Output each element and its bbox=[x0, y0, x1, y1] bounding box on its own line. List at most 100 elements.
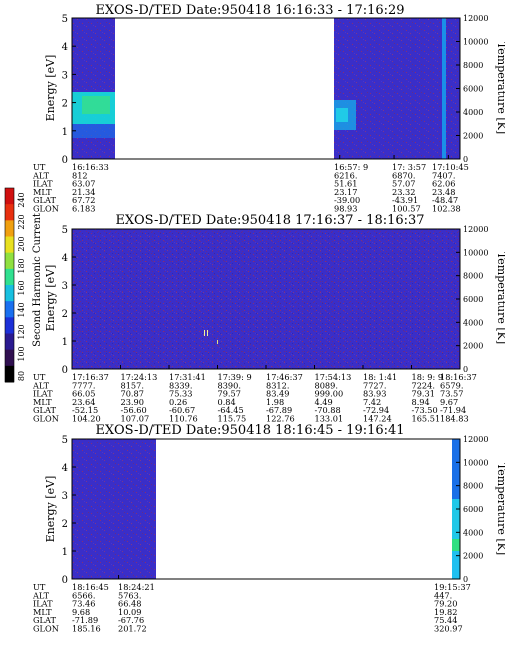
panel-2: EXOS-D/TED Date:950418 17:16:37 - 18:16:… bbox=[4, 187, 505, 424]
panel-1-eph-value: 7407. bbox=[432, 170, 455, 180]
panel-1-rtick-label: 10000 bbox=[463, 38, 488, 47]
panel-2-eph-value: 83.49 bbox=[266, 389, 289, 399]
colorbar-tick-label: 80 bbox=[17, 371, 26, 381]
panel-1-eph-value: -43.91 bbox=[392, 195, 418, 205]
panel-3-strip-green bbox=[452, 539, 460, 551]
panel-1-ytick-label: 1 bbox=[62, 127, 68, 138]
panel-2-eph-value: 999.00 bbox=[315, 389, 344, 399]
panel-1-eph-value: 16:16:33 bbox=[72, 162, 109, 172]
panel-1-title: EXOS-D/TED Date:950418 16:16:33 - 17:16:… bbox=[95, 3, 404, 18]
panel-2-eph-value: 133.01 bbox=[315, 414, 344, 424]
panel-2-eph-value: 17:24:13 bbox=[121, 372, 158, 382]
panel-3-rtick-label: 12000 bbox=[463, 435, 488, 444]
panel-2-eph-value: 0.84 bbox=[218, 397, 236, 407]
panel-2-ylabel-right: Temperature [K] bbox=[495, 252, 505, 344]
panel-2-eph-value: 70.87 bbox=[121, 389, 144, 399]
panel-1-eph-value: 98.93 bbox=[334, 204, 357, 214]
panel-1-ylabel-right: Temperature [K] bbox=[495, 42, 505, 134]
panel-3-ytick-label: 1 bbox=[62, 547, 68, 558]
panel-3-rtick-label: 2000 bbox=[463, 552, 483, 561]
panel-1-eph-value: 51.61 bbox=[334, 179, 357, 189]
colorbar-segment bbox=[5, 285, 14, 302]
panel-2-rtick-label: 6000 bbox=[463, 295, 483, 304]
panel-3-eph-value: 5763. bbox=[118, 590, 141, 600]
colorbar-segment bbox=[5, 349, 14, 367]
panel-2-eph-value: 107.07 bbox=[121, 414, 150, 424]
colorbar: 80 100 120 140 160 180 200 220 240 bbox=[4, 187, 26, 383]
panel-3-eph-value: 79.20 bbox=[434, 599, 457, 609]
panel-1-eph-value: 6870. bbox=[392, 170, 415, 180]
panel-2-rtick-label: 2000 bbox=[463, 342, 483, 351]
colorbar-segment bbox=[5, 236, 14, 254]
panel-1-eph-value: 812 bbox=[72, 170, 88, 180]
panel-2-eph-value: -60.67 bbox=[169, 405, 195, 415]
panel-1-ytick-label: 3 bbox=[62, 70, 68, 81]
panel-3-rtick-label: 0 bbox=[463, 575, 468, 584]
colorbar-label: Second Harmonic Current bbox=[32, 213, 43, 347]
panel-2-ytick-label: 3 bbox=[62, 281, 68, 292]
panel-2-eph-value: 18:16:37 bbox=[440, 372, 477, 382]
panel-2-eph-value: 110.76 bbox=[169, 414, 198, 424]
panel-2-eph-value: 8312. bbox=[266, 380, 289, 390]
colorbar-frame bbox=[4, 187, 15, 383]
panel-1-eph-label: UT bbox=[33, 162, 46, 172]
panel-2-eph-value: 6579. bbox=[440, 380, 463, 390]
panel-2-ytick-label: 5 bbox=[62, 225, 68, 236]
panel-1-eph-value: 62.06 bbox=[432, 179, 455, 189]
panel-1-stripe bbox=[442, 18, 446, 159]
panel-2-rtick-label: 8000 bbox=[463, 272, 483, 281]
panel-3-strip-blue bbox=[452, 439, 460, 499]
panel-1-ytick-label: 0 bbox=[62, 155, 68, 166]
panel-3-data-block-texture bbox=[72, 439, 156, 579]
panel-2-rtick-label: 10000 bbox=[463, 248, 488, 257]
colorbar-tick-label: 120 bbox=[17, 324, 26, 339]
panel-2-eph-value: -67.89 bbox=[266, 405, 292, 415]
panel-3-ytick-label: 4 bbox=[62, 463, 68, 474]
panel-3-eph-value: 18:24:21 bbox=[118, 582, 155, 592]
panel-3-strip-cyan bbox=[452, 499, 460, 539]
panel-2-rtick-label: 4000 bbox=[463, 318, 483, 327]
panel-2-rtick-label: 0 bbox=[463, 365, 468, 374]
panel-2-spike-1 bbox=[204, 330, 205, 336]
panel-3-ytick-label: 3 bbox=[62, 491, 68, 502]
panel-2-eph-value: 79.57 bbox=[218, 389, 241, 399]
colorbar-segment bbox=[5, 252, 14, 270]
panel-2-eph-value: 18: 1:41 bbox=[363, 372, 397, 382]
panel-2-eph-label: GLAT bbox=[33, 405, 56, 415]
colorbar-tick-label: 220 bbox=[17, 214, 26, 229]
panel-2-eph-value: 17:31:41 bbox=[169, 372, 206, 382]
panel-1-eph-label: GLON bbox=[33, 204, 59, 214]
panel-2-eph-value: -70.88 bbox=[315, 405, 341, 415]
panel-2-eph-value: 83.93 bbox=[363, 389, 386, 399]
panel-2-eph-label: ILAT bbox=[33, 389, 53, 399]
panel-3-eph-value: 18:16:45 bbox=[72, 582, 109, 592]
panel-3-ylabel-right: Temperature [K] bbox=[495, 463, 505, 555]
panel-2-eph-value: 7224. bbox=[412, 380, 435, 390]
panel-3-eph-label: ALT bbox=[32, 590, 50, 600]
panel-1-eph-value: 23.48 bbox=[432, 187, 455, 197]
panel-3-eph-value: 19.82 bbox=[434, 607, 457, 617]
panel-2-eph-value: -56.60 bbox=[121, 405, 147, 415]
panel-3-eph-value: -71.89 bbox=[72, 615, 98, 625]
panel-3-eph-value: 201.72 bbox=[118, 624, 147, 634]
panel-2-ytick-label: 0 bbox=[62, 365, 68, 376]
panel-2-ytick-label: 1 bbox=[62, 337, 68, 348]
panel-3-ylabel: Energy [eV] bbox=[44, 476, 57, 543]
panel-1-data-block-b-texture bbox=[334, 18, 460, 159]
panel-2-eph-value: -71.94 bbox=[440, 405, 466, 415]
panel-1-eph-value: 63.07 bbox=[72, 179, 95, 189]
panel-2-eph-value: 1.98 bbox=[266, 397, 284, 407]
panel-2-rtick-label: 12000 bbox=[463, 225, 488, 234]
panel-1-eph-label: MLT bbox=[33, 187, 52, 197]
panel-1-band-blue bbox=[72, 124, 115, 138]
panel-1-ytick-label: 2 bbox=[62, 99, 68, 110]
colorbar-tick-label: 160 bbox=[17, 280, 26, 295]
panel-1-eph-value: 100.57 bbox=[392, 204, 421, 214]
panel-2-eph-value: 122.76 bbox=[266, 414, 295, 424]
panel-3-rtick-label: 6000 bbox=[463, 505, 483, 514]
colorbar-segment bbox=[5, 365, 14, 383]
panel-2-eph-value: -64.45 bbox=[218, 405, 244, 415]
panel-1-rtick-label: 8000 bbox=[463, 61, 483, 70]
panel-3-eph-value: 320.97 bbox=[434, 624, 463, 634]
panel-2-eph-value: 9.67 bbox=[440, 397, 458, 407]
